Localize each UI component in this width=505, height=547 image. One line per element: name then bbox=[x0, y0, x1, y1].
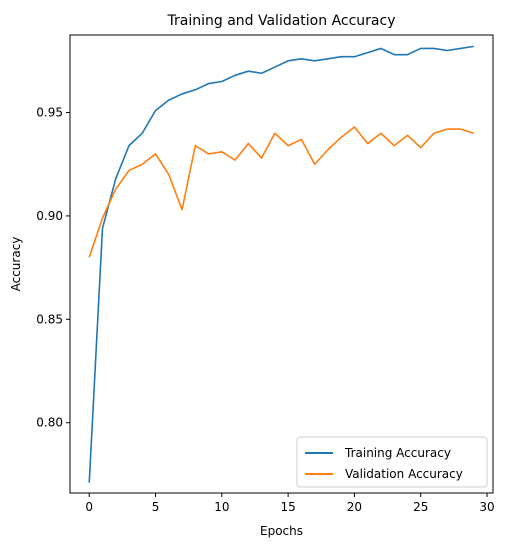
x-tick-label: 15 bbox=[280, 500, 295, 514]
x-tick-label: 10 bbox=[214, 500, 229, 514]
chart-title: Training and Validation Accuracy bbox=[167, 13, 396, 29]
y-tick-label: 0.90 bbox=[36, 209, 63, 223]
legend: Training Accuracy Validation Accuracy bbox=[297, 437, 487, 487]
legend-label-validation: Validation Accuracy bbox=[345, 467, 463, 481]
x-tick-label: 20 bbox=[347, 500, 362, 514]
x-tick-label: 5 bbox=[152, 500, 160, 514]
x-tick-label: 0 bbox=[85, 500, 93, 514]
y-axis-label: Accuracy bbox=[9, 237, 23, 292]
y-tick-label: 0.80 bbox=[36, 416, 63, 430]
y-tick-label: 0.85 bbox=[36, 312, 63, 326]
y-tick-label: 0.95 bbox=[36, 106, 63, 120]
legend-label-training: Training Accuracy bbox=[344, 446, 451, 460]
x-tick-label: 25 bbox=[413, 500, 428, 514]
x-axis-label: Epochs bbox=[260, 524, 303, 538]
x-tick-label: 30 bbox=[479, 500, 494, 514]
